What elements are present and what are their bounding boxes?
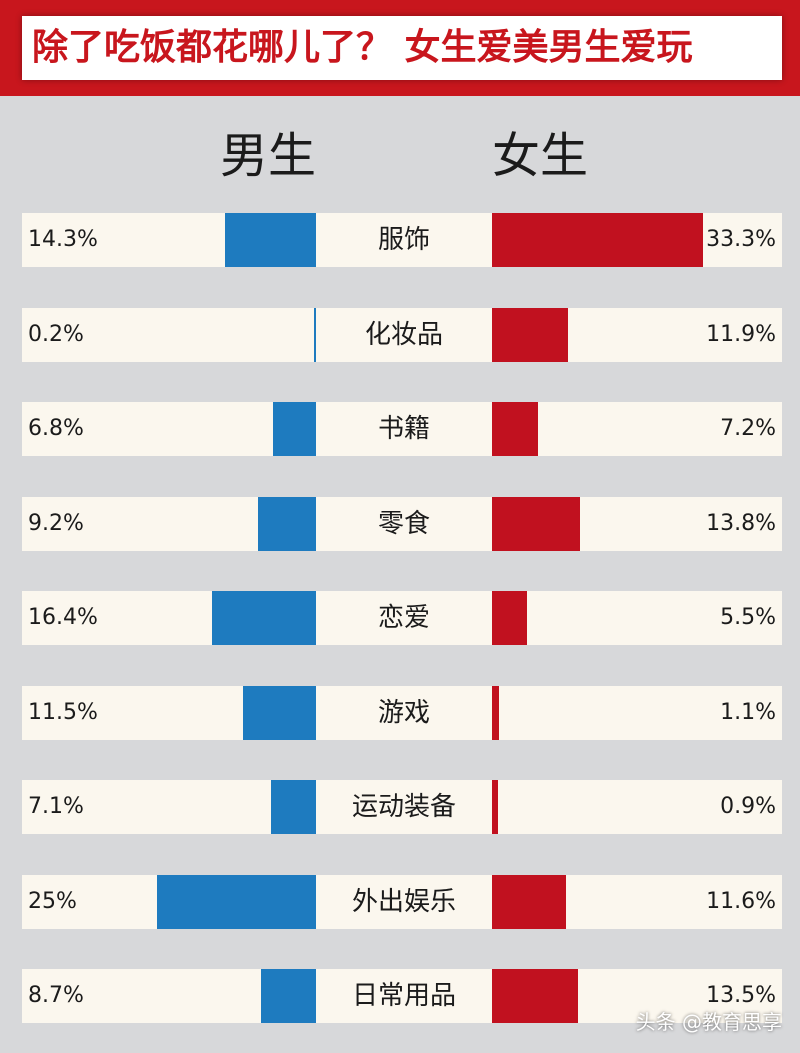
bar-female [492,780,498,834]
category-row: 7.1% 0.9% 运动装备 [22,780,782,834]
category-row: 16.4% 5.5% 恋爱 [22,591,782,645]
category-label: 外出娱乐 [351,887,456,917]
bar-male [242,686,316,740]
value-label-male: 9.2% [28,511,84,536]
category-label: 日常用品 [351,981,456,1011]
bar-male [211,591,316,645]
bar-male [157,875,316,929]
category-label: 游戏 [377,698,430,728]
bar-female [492,497,580,551]
header-male: 男生 [220,128,317,184]
category-row: 25% 11.6% 外出娱乐 [22,875,782,929]
value-label-male: 11.5% [28,700,98,725]
value-label-female: 1.1% [720,700,776,725]
value-label-male: 0.2% [28,322,84,347]
value-label-female: 13.8% [706,511,776,536]
category-row: 8.7% 13.5% 日常用品 [22,969,782,1023]
category-row: 0.2% 11.9% 化妆品 [22,308,782,362]
bar-female [492,308,568,362]
value-label-female: 11.9% [706,322,776,347]
value-label-male: 8.7% [28,983,84,1008]
value-label-male: 25% [28,889,77,914]
category-label: 服饰 [377,225,430,255]
category-label: 零食 [377,509,430,539]
bar-female [492,402,538,456]
category-row: 11.5% 1.1% 游戏 [22,686,782,740]
value-label-male: 6.8% [28,416,84,441]
value-label-male: 14.3% [28,227,98,252]
category-row: 6.8% 7.2% 书籍 [22,402,782,456]
bar-female [492,875,566,929]
value-label-female: 0.9% [720,794,776,819]
category-label: 恋爱 [377,603,430,633]
bar-male [225,213,316,267]
value-label-male: 16.4% [28,605,98,630]
category-label: 化妆品 [364,320,443,350]
bar-male [257,497,316,551]
value-label-female: 7.2% [720,416,776,441]
bar-female [492,213,704,267]
bar-female [492,969,578,1023]
category-label: 书籍 [377,414,430,444]
value-label-male: 7.1% [28,794,84,819]
category-label: 运动装备 [351,792,456,822]
title-bar: 除了吃饭都花哪儿了？ 女生爱美男生爱玩 [0,0,800,96]
watermark: 头条 @教育思享 [635,1010,782,1034]
value-label-female: 11.6% [706,889,776,914]
category-row: 9.2% 13.8% 零食 [22,497,782,551]
category-row: 14.3% 33.3% 服饰 [22,213,782,267]
chart-title: 除了吃饭都花哪儿了？ 女生爱美男生爱玩 [22,16,782,80]
bar-female [492,686,499,740]
header-female: 女生 [492,128,589,184]
bar-female [492,591,527,645]
bar-male [272,402,316,456]
bar-male [314,308,316,362]
bar-male [260,969,316,1023]
value-label-female: 33.3% [706,227,776,252]
value-label-female: 13.5% [706,983,776,1008]
bar-male [270,780,316,834]
value-label-female: 5.5% [720,605,776,630]
